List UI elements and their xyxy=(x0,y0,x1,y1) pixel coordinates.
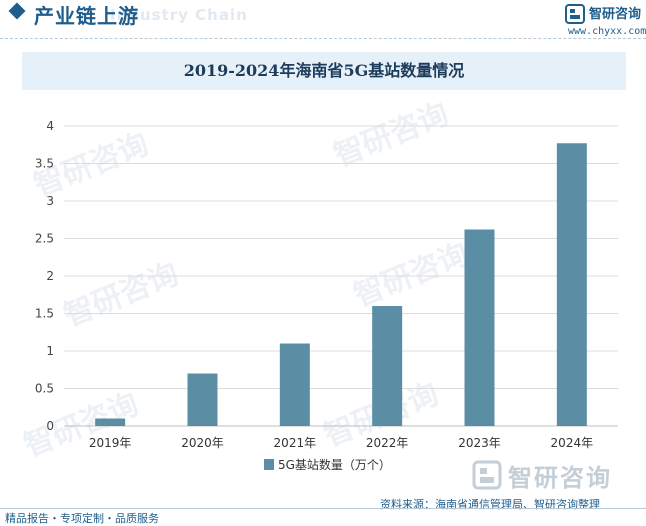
y-tick-label: 0.5 xyxy=(35,382,54,396)
x-tick-label: 2019年 xyxy=(89,436,132,450)
x-tick-label: 2020年 xyxy=(181,436,224,450)
y-tick-label: 2 xyxy=(46,269,54,283)
header-title: 产业链上游 xyxy=(34,4,139,28)
brand-logo-icon xyxy=(565,4,585,24)
bar xyxy=(556,143,587,426)
brand-logo-watermark-icon xyxy=(472,460,502,490)
x-tick-label: 2023年 xyxy=(458,436,501,450)
legend-swatch xyxy=(264,459,274,470)
chart-title: 2019-2024年海南省5G基站数量情况 xyxy=(22,52,626,90)
bar xyxy=(187,373,218,426)
bar xyxy=(279,343,310,426)
brand-url: www.chyxx.com xyxy=(568,26,646,37)
bar xyxy=(464,229,495,426)
x-tick-label: 2024年 xyxy=(551,436,594,450)
brand-watermark-text: 智研咨询 xyxy=(508,464,612,492)
header-divider xyxy=(0,38,646,39)
legend-label: 5G基站数量（万个） xyxy=(278,458,391,472)
x-tick-label: 2021年 xyxy=(274,436,317,450)
bar xyxy=(372,306,403,426)
y-tick-label: 2.5 xyxy=(35,232,54,246)
x-tick-label: 2022年 xyxy=(366,436,409,450)
y-tick-label: 3 xyxy=(46,194,54,208)
y-tick-label: 1.5 xyxy=(35,307,54,321)
page-header: Industry Chain 产业链上游 智研咨询 www.chyxx.com xyxy=(0,0,646,38)
diamond-icon xyxy=(8,2,26,20)
header-ghost-text: Industry Chain xyxy=(110,6,248,24)
y-tick-label: 0 xyxy=(46,419,54,433)
source-note: 资料来源：海南省通信管理局、智研咨询整理 xyxy=(380,498,600,511)
bar-chart: 0 0.5 1 1.5 2 2.5 3 3.5 4 2019年 2020年 2021年 2022年 20… xyxy=(35,119,618,450)
y-tick-label: 4 xyxy=(46,119,54,133)
footer-text: 精品报告・专项定制・品质服务 xyxy=(5,512,159,525)
y-tick-label: 1 xyxy=(46,344,54,358)
y-tick-label: 3.5 xyxy=(35,157,54,171)
bar xyxy=(95,418,126,426)
footer-divider xyxy=(0,508,646,509)
brand-name: 智研咨询 xyxy=(589,7,642,22)
footer: 精品报告・专项定制・品质服务 xyxy=(0,509,646,525)
